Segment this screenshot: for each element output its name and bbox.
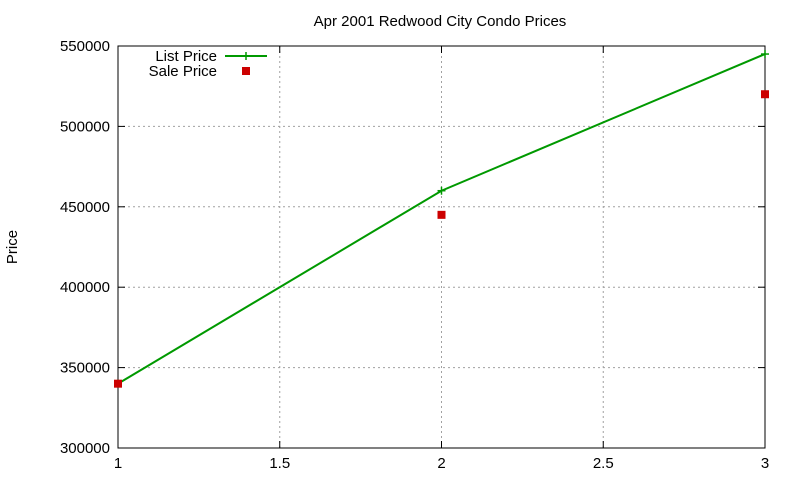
x-tick-label: 1.5 <box>269 455 290 472</box>
series <box>114 50 769 388</box>
data-point-list-price <box>437 186 446 195</box>
y-tick-label: 550000 <box>60 38 110 55</box>
legend-label-list-price: List Price <box>155 48 217 65</box>
data-point-sale-price <box>437 210 446 219</box>
y-tick-label: 400000 <box>60 279 110 296</box>
x-tick-label: 3 <box>761 455 769 472</box>
series-line-list-price <box>117 53 766 385</box>
data-point-sale-price <box>114 379 122 388</box>
y-tick-label: 300000 <box>60 440 110 457</box>
legend-marker <box>242 52 250 60</box>
data-point-list-price <box>761 50 769 59</box>
legend: List Price Sale Price <box>149 48 267 80</box>
data-point-sale-price <box>761 90 769 99</box>
x-tick-label: 2 <box>437 455 445 472</box>
grid <box>118 46 765 448</box>
x-tick-label: 1 <box>114 455 122 472</box>
x-tick-label: 2.5 <box>593 455 614 472</box>
y-axis-label: Price <box>4 230 21 264</box>
y-tick-label: 350000 <box>60 360 110 377</box>
legend-swatch-sale-price <box>242 67 250 75</box>
chart-title: Apr 2001 Redwood City Condo Prices <box>314 13 567 30</box>
y-tick-label: 500000 <box>60 118 110 135</box>
legend-marker <box>242 67 250 75</box>
y-tick-label: 450000 <box>60 199 110 216</box>
legend-swatch-list-price <box>225 52 267 60</box>
axis-ticks: 300000 350000 400000 450000 500000 550000 1 1.5… <box>60 38 769 472</box>
legend-label-sale-price: Sale Price <box>149 63 217 80</box>
